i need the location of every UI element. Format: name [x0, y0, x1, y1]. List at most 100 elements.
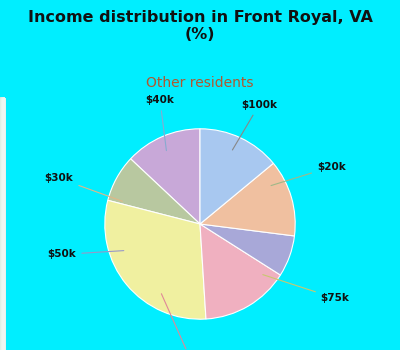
Bar [0, 98, 2, 350]
Bar [1, 98, 3, 350]
Bar [0, 98, 2, 350]
Bar [0, 98, 2, 350]
Bar [1, 98, 3, 350]
Bar [0, 348, 400, 349]
Bar [1, 98, 3, 350]
Bar [0, 348, 400, 350]
Bar [1, 98, 3, 350]
Bar [0, 349, 400, 350]
Bar [1, 98, 3, 350]
Bar [0, 349, 400, 350]
Bar [0, 349, 400, 350]
Bar [0, 349, 400, 350]
Bar [1, 98, 3, 350]
Bar [0, 98, 2, 350]
Bar [0, 348, 400, 349]
Bar [0, 98, 2, 350]
Wedge shape [108, 159, 200, 224]
Bar [0, 348, 400, 349]
Bar [0, 348, 400, 349]
Bar [1, 98, 3, 350]
Bar [2, 98, 4, 350]
Bar [0, 348, 400, 349]
Bar [0, 348, 400, 349]
Bar [1, 98, 3, 350]
Bar [0, 348, 400, 350]
Bar [0, 98, 2, 350]
Bar [2, 98, 4, 350]
Bar [0, 348, 400, 349]
Bar [0, 349, 400, 350]
Bar [0, 349, 400, 350]
Bar [0, 348, 400, 349]
Bar [2, 98, 4, 350]
Bar [1, 98, 3, 350]
Bar [1, 98, 3, 350]
Bar [0, 98, 2, 350]
Bar [0, 348, 400, 349]
Bar [2, 98, 4, 350]
Bar [0, 349, 400, 350]
Bar [1, 98, 3, 350]
Bar [0, 348, 400, 349]
Text: Income distribution in Front Royal, VA
(%): Income distribution in Front Royal, VA (… [28, 10, 372, 42]
Bar [0, 98, 2, 350]
Bar [2, 98, 4, 350]
Bar [1, 98, 3, 350]
Bar [1, 98, 3, 350]
Bar [0, 98, 2, 350]
Bar [0, 348, 400, 350]
Bar [0, 348, 400, 350]
Bar [2, 98, 4, 350]
Bar [0, 348, 400, 349]
Bar [0, 348, 400, 349]
Bar [2, 98, 4, 350]
Bar [0, 348, 400, 349]
Bar [0, 348, 400, 349]
Bar [0, 348, 400, 349]
Bar [0, 348, 400, 350]
Bar [0, 348, 400, 349]
Bar [1, 98, 3, 350]
Text: Other residents: Other residents [146, 76, 254, 90]
Wedge shape [131, 129, 200, 224]
Bar [2, 98, 4, 350]
Bar [0, 348, 400, 349]
Bar [1, 98, 3, 350]
Bar [1, 98, 3, 350]
Bar [0, 348, 400, 349]
Bar [0, 348, 400, 349]
Bar [0, 98, 2, 350]
Bar [0, 98, 2, 350]
Bar [0, 348, 400, 349]
Bar [1, 98, 3, 350]
Bar [1, 98, 3, 350]
Bar [0, 98, 2, 350]
Bar [0, 98, 2, 350]
Bar [0, 98, 2, 350]
Bar [2, 98, 4, 350]
Bar [2, 98, 4, 350]
Bar [0, 98, 2, 350]
Bar [0, 349, 400, 350]
Bar [0, 348, 400, 349]
Bar [2, 98, 4, 350]
Bar [0, 98, 2, 350]
Bar [1, 98, 3, 350]
Wedge shape [105, 200, 206, 319]
Bar [0, 349, 400, 350]
Bar [0, 348, 400, 350]
Wedge shape [200, 163, 295, 236]
Bar [0, 98, 2, 350]
Bar [2, 98, 4, 350]
Bar [2, 98, 4, 350]
Bar [0, 348, 400, 349]
Bar [0, 349, 400, 350]
Bar [0, 348, 400, 349]
Bar [0, 98, 2, 350]
Bar [1, 98, 3, 350]
Bar [0, 348, 400, 350]
Bar [1, 98, 3, 350]
Bar [0, 348, 400, 349]
Bar [0, 98, 2, 350]
